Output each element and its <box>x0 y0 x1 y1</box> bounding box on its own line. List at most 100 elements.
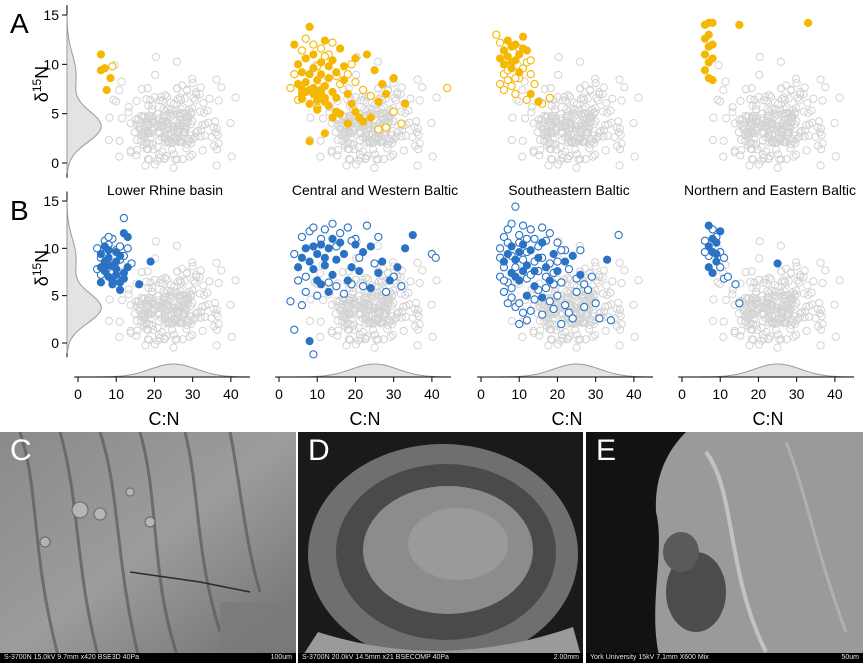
background-point <box>773 163 782 172</box>
background-point <box>199 99 208 108</box>
sem-scale-d: 2.00mm <box>553 654 579 661</box>
background-point <box>196 266 205 275</box>
filled-point <box>700 50 710 59</box>
open-point <box>526 70 535 79</box>
background-point <box>154 136 164 145</box>
open-point <box>443 83 452 93</box>
filled-point <box>712 249 721 259</box>
filled-point <box>534 253 543 262</box>
background-point <box>305 316 314 326</box>
background-point <box>192 128 201 137</box>
filled-point <box>305 22 314 31</box>
background-point <box>792 74 801 84</box>
background-point <box>804 131 814 140</box>
background-point <box>564 273 573 282</box>
x-tick-label-2-20: 20 <box>348 386 364 402</box>
background-point <box>580 264 590 273</box>
sem-info-d: S-3700N 20.0kV 14.5mm x21 BSECOMP 40Pa <box>302 654 449 661</box>
background-point <box>529 146 538 155</box>
background-point <box>361 334 370 343</box>
background-point <box>715 279 725 289</box>
filled-point <box>773 259 782 268</box>
background-point <box>105 295 114 304</box>
background-point <box>802 326 811 335</box>
filled-point <box>332 107 341 116</box>
background-point <box>176 306 185 315</box>
background-point <box>544 341 553 350</box>
filled-point <box>297 253 307 262</box>
facet-title-1: Lower Rhine basin <box>107 182 223 198</box>
background-point <box>198 146 207 155</box>
background-point <box>786 144 795 153</box>
filled-point <box>534 97 543 106</box>
background-point <box>780 278 790 287</box>
background-point <box>182 114 191 123</box>
open-point <box>553 257 562 266</box>
filled-point <box>351 54 360 63</box>
background-point <box>599 83 608 92</box>
background-point <box>195 107 205 116</box>
background-point <box>789 105 798 115</box>
filled-point <box>499 257 509 266</box>
background-point <box>118 114 127 123</box>
background-point <box>576 95 586 104</box>
background-point <box>188 262 197 271</box>
background-point <box>369 145 378 154</box>
x-tick-label-2-10: 10 <box>309 386 325 402</box>
background-point <box>591 74 600 84</box>
background-point <box>211 309 220 318</box>
open-point <box>336 229 345 238</box>
background-point <box>327 326 336 336</box>
filled-point <box>351 107 360 116</box>
filled-point <box>316 58 326 67</box>
filled-point <box>401 99 410 108</box>
background-point <box>572 100 582 109</box>
background-point <box>747 267 756 276</box>
filled-point <box>313 91 322 101</box>
background-point <box>585 320 594 329</box>
background-point <box>591 150 600 159</box>
background-point <box>616 312 625 321</box>
open-point <box>572 287 581 297</box>
background-point <box>779 276 789 285</box>
background-point <box>800 132 809 141</box>
filled-point <box>499 46 509 55</box>
background-point <box>527 108 536 117</box>
facet-title-4: Northern and Eastern Baltic <box>684 182 856 198</box>
background-point <box>398 307 407 316</box>
filled-point <box>351 240 360 249</box>
filled-point <box>316 240 326 249</box>
filled-point <box>301 54 310 63</box>
filled-point <box>545 276 554 285</box>
open-point <box>123 244 132 253</box>
filled-point <box>332 93 341 102</box>
open-point <box>522 95 532 105</box>
background-point <box>772 145 781 154</box>
y-axis-label-a: δ15N <box>30 66 52 102</box>
background-point <box>389 331 398 340</box>
background-point <box>579 121 588 130</box>
background-point <box>176 124 185 133</box>
background-point <box>799 107 809 116</box>
filled-point <box>716 227 725 236</box>
background-point <box>775 136 785 145</box>
background-point <box>154 317 164 326</box>
filled-point <box>309 242 318 251</box>
x-axis-label-4: C:N <box>753 409 784 429</box>
background-point <box>780 287 789 296</box>
background-point <box>598 289 608 298</box>
background-point <box>754 340 764 349</box>
filled-point <box>515 50 524 59</box>
sem-letter-d: D <box>308 434 330 467</box>
background-point <box>793 276 802 285</box>
background-point <box>115 136 124 145</box>
filled-point <box>522 261 531 270</box>
filled-point <box>112 248 121 257</box>
background-point <box>408 132 417 142</box>
background-point <box>569 121 579 130</box>
background-point <box>186 301 195 310</box>
open-point <box>580 280 589 289</box>
background-point <box>159 105 168 114</box>
open-point <box>518 221 528 230</box>
background-point <box>803 281 812 290</box>
